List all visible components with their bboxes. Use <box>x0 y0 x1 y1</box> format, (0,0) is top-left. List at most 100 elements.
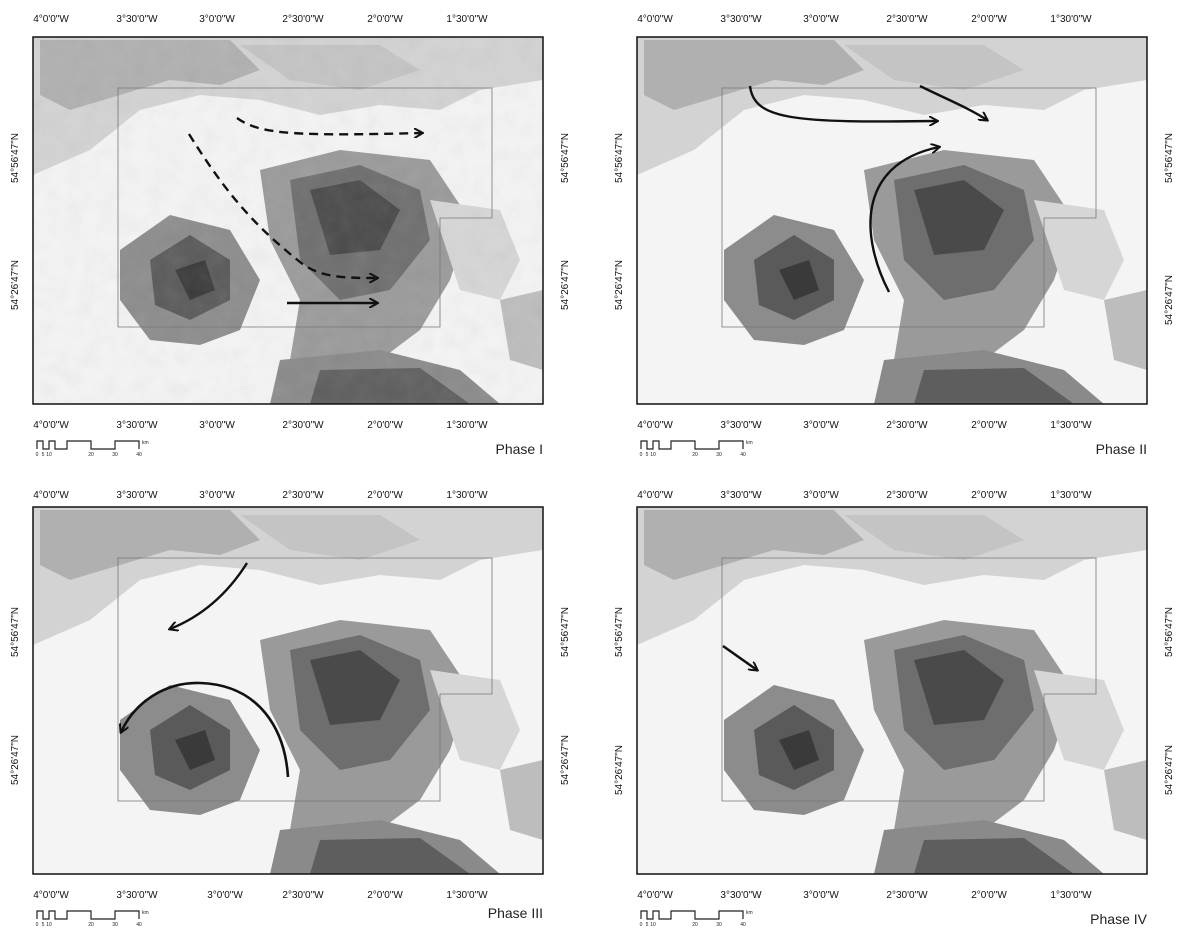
lon-label: 4°0'0"W <box>637 890 673 901</box>
flow-arrow <box>869 147 939 293</box>
map-panel-phase-3: 4°0'0"W 3°30'0"W 3°0'0"W 2°30'0"W 2°0'0"… <box>0 470 590 932</box>
terrain <box>637 37 1147 404</box>
terrain <box>637 507 1147 874</box>
lon-label: 2°0'0"W <box>971 420 1007 431</box>
map-svg: 4°0'0"W 3°30'0"W 3°0'0"W 2°30'0"W 2°0'0"… <box>614 490 1175 928</box>
lon-label: 2°30'0"W <box>886 14 928 25</box>
scale-tick-label: 0 <box>36 452 39 458</box>
phase-label: Phase II <box>1096 441 1147 457</box>
lon-label: 4°0'0"W <box>33 490 69 501</box>
lon-label: 2°30'0"W <box>282 890 324 901</box>
scale-tick-label: 20 <box>88 922 94 928</box>
flow-arrow <box>748 85 937 121</box>
study-area-outline <box>721 557 1097 802</box>
lon-label: 2°0'0"W <box>367 490 403 501</box>
lon-label: 4°0'0"W <box>637 14 673 25</box>
lat-label: 54°56'47"N <box>10 607 21 657</box>
scale-unit: km <box>142 440 149 446</box>
lon-label: 3°30'0"W <box>116 490 158 501</box>
lon-label: 3°30'0"W <box>720 890 762 901</box>
lat-label: 54°26'47"N <box>1164 745 1175 795</box>
lon-label: 3°30'0"W <box>720 420 762 431</box>
lat-label: 54°56'47"N <box>1164 607 1175 657</box>
phase-label: Phase III <box>488 905 543 921</box>
lat-label: 54°26'47"N <box>10 260 21 310</box>
lat-label: 54°56'47"N <box>614 133 625 183</box>
map-frame <box>636 506 1148 875</box>
lon-label: 1°30'0"W <box>1050 890 1092 901</box>
map-svg: 4°0'0"W 3°30'0"W 3°0'0"W 2°30'0"W 2°0'0"… <box>10 14 571 458</box>
map-svg: 4°0'0"W 3°30'0"W 3°0'0"W 2°30'0"W 2°0'0"… <box>614 14 1175 458</box>
flow-arrow <box>187 133 377 278</box>
top-axis-labels: 4°0'0"W 3°30'0"W 3°0'0"W 2°30'0"W 2°0'0"… <box>637 14 1092 25</box>
lat-label: 54°26'47"N <box>1164 275 1175 325</box>
scale-tick-label: 5 <box>42 922 45 928</box>
lon-label: 4°0'0"W <box>33 420 69 431</box>
lat-label: 54°56'47"N <box>560 133 571 183</box>
lon-label: 3°30'0"W <box>116 420 158 431</box>
map-panel-phase-2: 4°0'0"W 3°30'0"W 3°0'0"W 2°30'0"W 2°0'0"… <box>604 0 1194 462</box>
top-axis-labels: 4°0'0"W 3°30'0"W 3°0'0"W 2°30'0"W 2°0'0"… <box>637 490 1092 501</box>
lon-label: 3°30'0"W <box>116 890 158 901</box>
lat-label: 54°26'47"N <box>614 745 625 795</box>
bottom-axis-labels: 4°0'0"W 3°30'0"W 3°0'0"W 2°30'0"W 2°0'0"… <box>33 890 488 901</box>
lon-label: 3°0'0"W <box>199 490 235 501</box>
lon-label: 4°0'0"W <box>33 14 69 25</box>
lat-label: 54°56'47"N <box>1164 133 1175 183</box>
map-panel-phase-1: 4°0'0"W 3°30'0"W 3°0'0"W 2°30'0"W 2°0'0"… <box>0 0 590 462</box>
lat-label: 54°26'47"N <box>560 735 571 785</box>
lon-label: 3°0'0"W <box>803 490 839 501</box>
scale-tick-label: 20 <box>88 452 94 458</box>
right-axis-labels: 54°56'47"N 54°26'47"N <box>560 607 571 785</box>
lon-label: 3°30'0"W <box>720 490 762 501</box>
flow-arrow <box>919 84 987 120</box>
lon-label: 2°0'0"W <box>367 890 403 901</box>
lon-label: 2°0'0"W <box>971 890 1007 901</box>
scale-tick-label: 20 <box>692 922 698 928</box>
lat-label: 54°56'47"N <box>614 607 625 657</box>
scale-tick-label: 30 <box>716 922 722 928</box>
right-axis-labels: 54°56'47"N 54°26'47"N <box>1164 607 1175 795</box>
study-area-outline <box>117 87 493 328</box>
lat-label: 54°56'47"N <box>10 133 21 183</box>
scale-tick-label: 0 <box>640 922 643 928</box>
lon-label: 3°0'0"W <box>803 14 839 25</box>
scale-tick-label: 40 <box>136 452 142 458</box>
phase-label: Phase IV <box>1090 911 1147 927</box>
lon-label: 2°30'0"W <box>282 420 324 431</box>
scale-tick-label: 30 <box>112 452 118 458</box>
right-axis-labels: 54°56'47"N 54°26'47"N <box>1164 133 1175 325</box>
scale-tick-label: 5 <box>42 452 45 458</box>
flow-arrows <box>748 84 987 293</box>
map-panel-phase-4: 4°0'0"W 3°30'0"W 3°0'0"W 2°30'0"W 2°0'0"… <box>604 470 1194 932</box>
top-axis-labels: 4°0'0"W 3°30'0"W 3°0'0"W 2°30'0"W 2°0'0"… <box>33 14 488 25</box>
scale-bar: 0 5 10 20 30 40 km <box>36 910 149 928</box>
lon-label: 2°30'0"W <box>282 14 324 25</box>
flow-arrows <box>187 117 422 303</box>
lon-label: 2°30'0"W <box>886 890 928 901</box>
left-axis-labels: 54°56'47"N 54°26'47"N <box>10 607 21 785</box>
flow-arrows <box>121 562 290 778</box>
map-frame <box>32 506 544 875</box>
lon-label: 1°30'0"W <box>446 490 488 501</box>
scale-tick-label: 5 <box>646 922 649 928</box>
scale-unit: km <box>746 440 753 446</box>
lon-label: 2°30'0"W <box>282 490 324 501</box>
scale-tick-label: 0 <box>640 452 643 458</box>
lat-label: 54°56'47"N <box>560 607 571 657</box>
lon-label: 3°0'0"W <box>199 14 235 25</box>
flow-arrows <box>722 644 757 670</box>
phase-label: Phase I <box>496 441 543 457</box>
lon-label: 2°0'0"W <box>367 14 403 25</box>
lon-label: 3°0'0"W <box>803 890 839 901</box>
lon-label: 2°0'0"W <box>971 14 1007 25</box>
scale-tick-label: 10 <box>46 922 52 928</box>
lon-label: 1°30'0"W <box>446 420 488 431</box>
bottom-axis-labels: 4°0'0"W 3°30'0"W 3°0'0"W 2°30'0"W 2°0'0"… <box>637 890 1092 901</box>
terrain <box>33 37 543 404</box>
lon-label: 2°0'0"W <box>367 420 403 431</box>
lon-label: 1°30'0"W <box>1050 14 1092 25</box>
top-axis-labels: 4°0'0"W 3°30'0"W 3°0'0"W 2°30'0"W 2°0'0"… <box>33 490 488 501</box>
left-axis-labels: 54°56'47"N 54°26'47"N <box>614 607 625 795</box>
lon-label: 3°30'0"W <box>116 14 158 25</box>
